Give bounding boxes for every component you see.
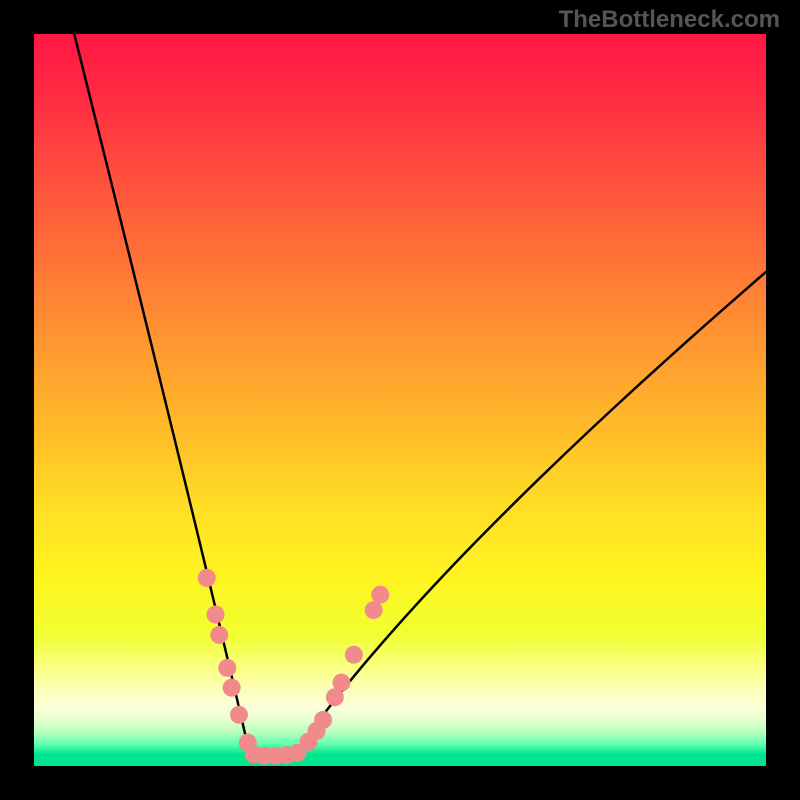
gradient-background [34, 34, 766, 766]
data-marker [198, 569, 216, 587]
data-marker [345, 646, 363, 664]
data-marker [210, 626, 228, 644]
data-marker [223, 679, 241, 697]
data-marker [207, 605, 225, 623]
chart-canvas: TheBottleneck.com [0, 0, 800, 800]
data-marker [230, 706, 248, 724]
data-marker [365, 601, 383, 619]
data-marker [332, 674, 350, 692]
plot-svg [34, 34, 766, 766]
plot-area [34, 34, 766, 766]
data-marker [218, 659, 236, 677]
data-marker [371, 586, 389, 604]
watermark-text: TheBottleneck.com [559, 6, 780, 34]
data-marker [314, 711, 332, 729]
